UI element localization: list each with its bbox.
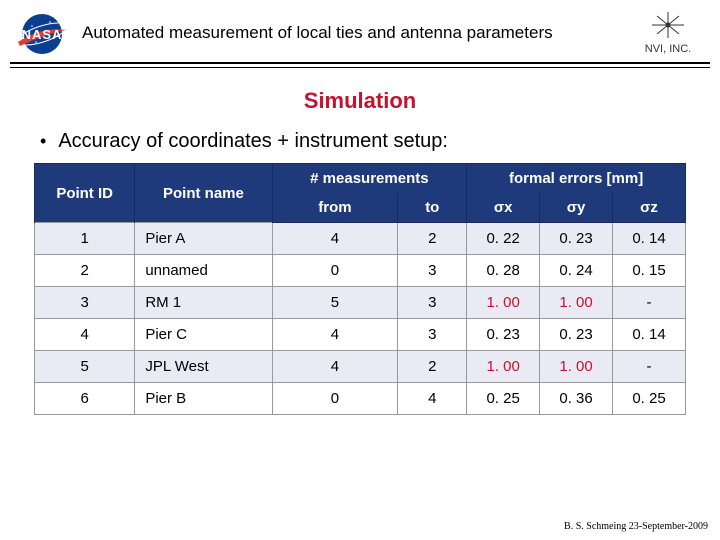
cell-id: 1 [35, 223, 135, 255]
cell-sy: 0. 36 [540, 383, 613, 415]
cell-id: 6 [35, 383, 135, 415]
data-table-wrap: Point ID Point name # measurements forma… [0, 163, 720, 415]
cell-name: Pier B [135, 383, 272, 415]
cell-sy: 0. 24 [540, 255, 613, 287]
cell-sx: 1. 00 [467, 351, 540, 383]
table-header: Point ID Point name # measurements forma… [35, 164, 686, 223]
col-formal-errors: formal errors [mm] [467, 164, 686, 194]
cell-sz: 0. 14 [613, 319, 686, 351]
cell-to: 3 [398, 287, 467, 319]
col-sx: σx [467, 193, 540, 223]
cell-to: 2 [398, 351, 467, 383]
col-meas-from: from [272, 193, 398, 223]
slide-header: NASA Automated measurement of local ties… [0, 0, 720, 62]
cell-name: Pier A [135, 223, 272, 255]
cell-sx: 0. 22 [467, 223, 540, 255]
cell-sz: 0. 25 [613, 383, 686, 415]
cell-sx: 0. 23 [467, 319, 540, 351]
col-sy: σy [540, 193, 613, 223]
cell-sy: 1. 00 [540, 351, 613, 383]
cell-from: 0 [272, 383, 398, 415]
cell-name: JPL West [135, 351, 272, 383]
cell-from: 4 [272, 319, 398, 351]
table-row: 6Pier B040. 250. 360. 25 [35, 383, 686, 415]
col-point-name: Point name [135, 164, 272, 223]
nasa-logo-icon: NASA [12, 8, 72, 58]
cell-sz: 0. 15 [613, 255, 686, 287]
table-row: 4Pier C430. 230. 230. 14 [35, 319, 686, 351]
cell-sz: - [613, 287, 686, 319]
cell-to: 3 [398, 255, 467, 287]
cell-id: 4 [35, 319, 135, 351]
cell-name: Pier C [135, 319, 272, 351]
table-row: 2unnamed030. 280. 240. 15 [35, 255, 686, 287]
cell-to: 4 [398, 383, 467, 415]
cell-sx: 0. 28 [467, 255, 540, 287]
table-row: 1Pier A420. 220. 230. 14 [35, 223, 686, 255]
bullet-text: Accuracy of coordinates + instrument set… [58, 130, 448, 153]
cell-from: 4 [272, 351, 398, 383]
cell-id: 2 [35, 255, 135, 287]
divider-thick [10, 62, 710, 64]
cell-from: 4 [272, 223, 398, 255]
cell-id: 5 [35, 351, 135, 383]
cell-sz: - [613, 351, 686, 383]
cell-sy: 0. 23 [540, 223, 613, 255]
cell-sz: 0. 14 [613, 223, 686, 255]
table-row: 5JPL West421. 001. 00- [35, 351, 686, 383]
footer-credit: B. S. Schmeing 23-September-2009 [564, 521, 708, 532]
nvi-logo-icon: NVI, INC. [628, 8, 708, 58]
data-table: Point ID Point name # measurements forma… [34, 163, 686, 415]
header-title: Automated measurement of local ties and … [82, 23, 618, 43]
cell-from: 0 [272, 255, 398, 287]
cell-from: 5 [272, 287, 398, 319]
cell-sx: 0. 25 [467, 383, 540, 415]
cell-id: 3 [35, 287, 135, 319]
divider-thin [10, 67, 710, 68]
svg-text:NASA: NASA [22, 27, 63, 42]
table-row: 3RM 1531. 001. 00- [35, 287, 686, 319]
cell-name: RM 1 [135, 287, 272, 319]
section-title: Simulation [0, 88, 720, 114]
cell-name: unnamed [135, 255, 272, 287]
col-measurements: # measurements [272, 164, 467, 194]
cell-sx: 1. 00 [467, 287, 540, 319]
col-point-id: Point ID [35, 164, 135, 223]
cell-sy: 0. 23 [540, 319, 613, 351]
bullet-icon: • [40, 131, 46, 152]
bullet-item: • Accuracy of coordinates + instrument s… [0, 130, 720, 153]
col-meas-to: to [398, 193, 467, 223]
cell-to: 3 [398, 319, 467, 351]
svg-text:NVI, INC.: NVI, INC. [645, 43, 691, 55]
col-sz: σz [613, 193, 686, 223]
cell-sy: 1. 00 [540, 287, 613, 319]
cell-to: 2 [398, 223, 467, 255]
table-body: 1Pier A420. 220. 230. 142unnamed030. 280… [35, 223, 686, 415]
